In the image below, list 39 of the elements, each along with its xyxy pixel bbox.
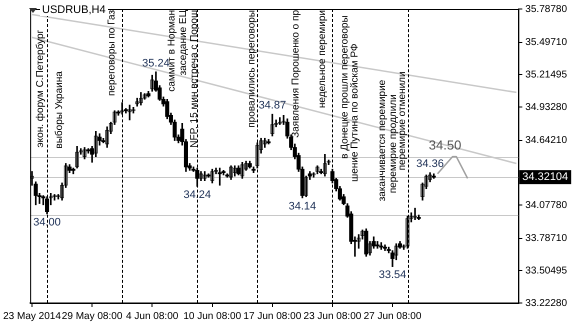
annotation: недельное перемири [316, 10, 328, 108]
y-tick-label: 35.21495 [525, 69, 568, 80]
y-tick-label: 34.64210 [525, 135, 568, 146]
annotation: 34.50 [428, 138, 462, 153]
y-tick-label: 34.93280 [525, 102, 568, 113]
annotation: 33.54 [378, 269, 406, 282]
y-tick-label: 33.22280 [525, 298, 568, 309]
annotation: перемирие продлили [388, 94, 400, 194]
annotation: 34.00 [33, 216, 61, 228]
y-tick-label: 33.50495 [525, 265, 568, 276]
annotation: провалились переговоры [246, 10, 258, 128]
annotation: Заявления Порошенко о пр [290, 10, 302, 138]
annotation: заканчивается перемирие [376, 79, 388, 202]
annotation: 34.24 [183, 188, 211, 201]
y-tick-label: 33.78710 [525, 233, 568, 244]
annotation: шение Путина по войскам РФ [350, 43, 361, 182]
x-tick-label: 23 Jun 08:00 [304, 310, 362, 322]
x-tick-label: 4 Jun 08:00 [126, 310, 179, 322]
x-tick-label: 17 Jun 08:00 [243, 310, 302, 322]
annotation: в Донецке прошли переговоры [339, 15, 350, 159]
annotation: 35.24 [142, 57, 170, 70]
annotation: 34.14 [288, 200, 316, 212]
chart-title: USDRUB,H4 [40, 4, 108, 16]
annotation: перемирие отменили [397, 71, 408, 170]
x-tick-label: 10 Jun 08:00 [183, 310, 242, 322]
ref-line-label: 34.32104 [522, 171, 568, 184]
y-tick-label: 35.49710 [525, 37, 568, 48]
annotation: заседание ЕЦ [178, 9, 189, 76]
annotation: переговоры по Газ [106, 10, 118, 96]
x-tick-label: 29 May 08:00 [62, 310, 123, 322]
y-tick-label: 35.78780 [525, 4, 568, 15]
annotation: 34.87 [258, 100, 286, 112]
y-tick-label: 34.07780 [525, 200, 568, 211]
x-tick-label: 23 May 2014 [3, 310, 62, 322]
annotation: экон. форум С.Петербург [35, 29, 46, 148]
annotation: 34.36 [416, 158, 444, 170]
annotation: NFP, 15 мин встреча с Порош [189, 10, 200, 148]
x-tick-label: 27 Jun 08:00 [364, 310, 422, 322]
annotation: выборы Украина [54, 70, 65, 149]
